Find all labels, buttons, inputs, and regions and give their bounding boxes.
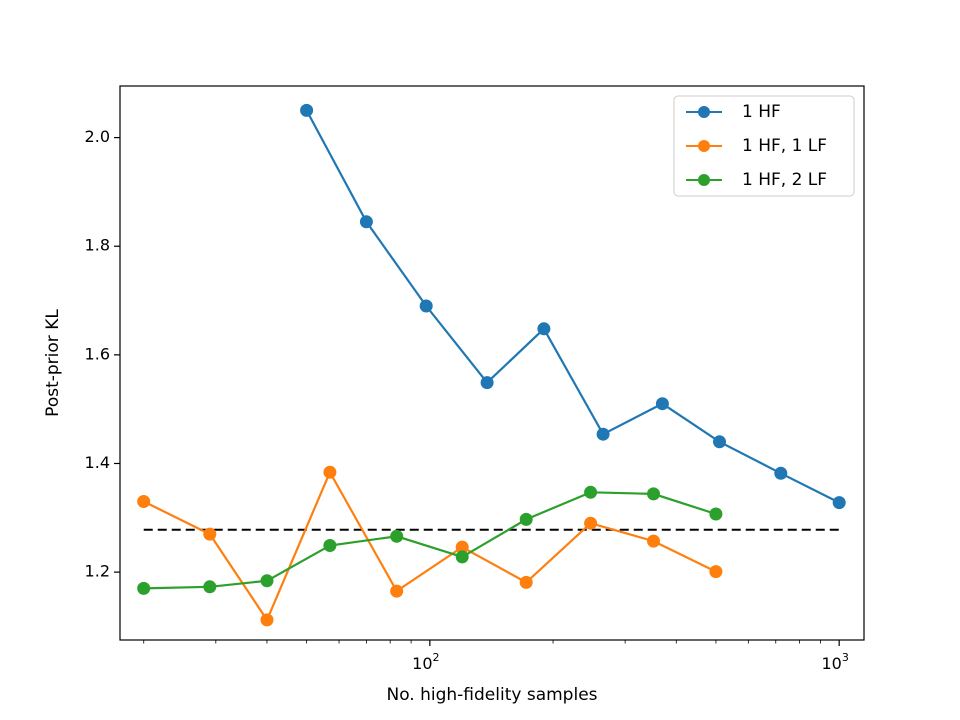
- legend-marker: [698, 140, 710, 152]
- data-point: [359, 215, 373, 229]
- data-point: [137, 495, 151, 508]
- y-tick: 1.2: [85, 562, 120, 581]
- legend-label: 1 HF, 2 LF: [742, 170, 827, 190]
- data-point: [300, 103, 314, 117]
- x-tick-exponent: 3: [842, 651, 849, 664]
- data-point: [596, 427, 610, 441]
- data-point: [390, 584, 404, 598]
- y-tick-label: 1.6: [85, 344, 110, 363]
- data-point: [709, 507, 723, 521]
- data-point: [584, 516, 598, 530]
- y-tick: 2.0: [85, 127, 120, 146]
- x-tick-exponent: 2: [433, 651, 440, 664]
- data-point: [519, 512, 533, 526]
- data-point: [323, 465, 337, 479]
- data-point: [584, 485, 598, 499]
- data-point: [419, 299, 433, 313]
- data-point: [260, 613, 274, 627]
- data-point: [480, 376, 494, 390]
- data-point: [774, 466, 788, 480]
- y-tick: 1.8: [85, 236, 120, 255]
- x-tick-base: 10: [412, 654, 432, 673]
- y-tick-label: 1.2: [85, 562, 110, 581]
- series-line: [305, 109, 840, 504]
- data-point: [832, 496, 846, 510]
- data-point: [713, 435, 726, 449]
- y-axis-label: Post-prior KL: [43, 309, 63, 417]
- legend: 1 HF 1 HF, 1 LF 1 HF, 2 LF: [673, 95, 855, 197]
- data-point: [203, 580, 217, 594]
- legend-entry: 1 HF, 2 LF: [686, 170, 827, 190]
- legend-entry: 1 HF: [686, 102, 781, 122]
- plot-frame: [119, 85, 865, 641]
- data-point: [519, 575, 533, 589]
- data-point: [647, 534, 660, 548]
- data-point: [323, 539, 337, 552]
- data-point: [137, 581, 151, 595]
- y-axis: 1.2 1.4 1.6 1.8 2.0: [85, 127, 120, 581]
- legend-marker: [698, 174, 710, 186]
- x-tick-base: 10: [821, 654, 841, 673]
- legend-marker: [698, 106, 710, 118]
- data-point: [455, 540, 469, 554]
- legend-box: [673, 95, 855, 197]
- x-tick-label: 102: [412, 651, 439, 673]
- series-markers: [137, 103, 846, 627]
- x-tick: 102: [412, 640, 440, 673]
- x-tick-label: 103: [821, 651, 848, 673]
- y-tick-label: 1.4: [85, 453, 110, 472]
- data-point: [709, 565, 723, 579]
- x-axis-label: No. high-fidelity samples: [386, 685, 597, 705]
- series-line: [143, 491, 717, 590]
- y-tick-label: 1.8: [85, 236, 110, 255]
- series-line: [143, 469, 717, 623]
- data-point: [455, 550, 469, 564]
- legend-label: 1 HF: [742, 102, 781, 122]
- x-axis: 102 103: [143, 640, 849, 673]
- legend-label: 1 HF, 1 LF: [742, 136, 827, 156]
- data-point: [537, 322, 551, 336]
- legend-entry: 1 HF, 1 LF: [686, 136, 827, 156]
- data-point: [260, 574, 274, 588]
- data-point: [647, 487, 660, 501]
- data-point: [203, 527, 217, 541]
- y-tick-label: 2.0: [85, 127, 110, 146]
- data-point: [390, 529, 404, 543]
- y-tick: 1.6: [85, 344, 120, 363]
- y-tick: 1.4: [85, 453, 120, 472]
- x-tick: 103: [821, 640, 849, 673]
- x-minor-ticks: [143, 640, 821, 644]
- series-lines: [143, 109, 840, 623]
- data-point: [655, 397, 669, 411]
